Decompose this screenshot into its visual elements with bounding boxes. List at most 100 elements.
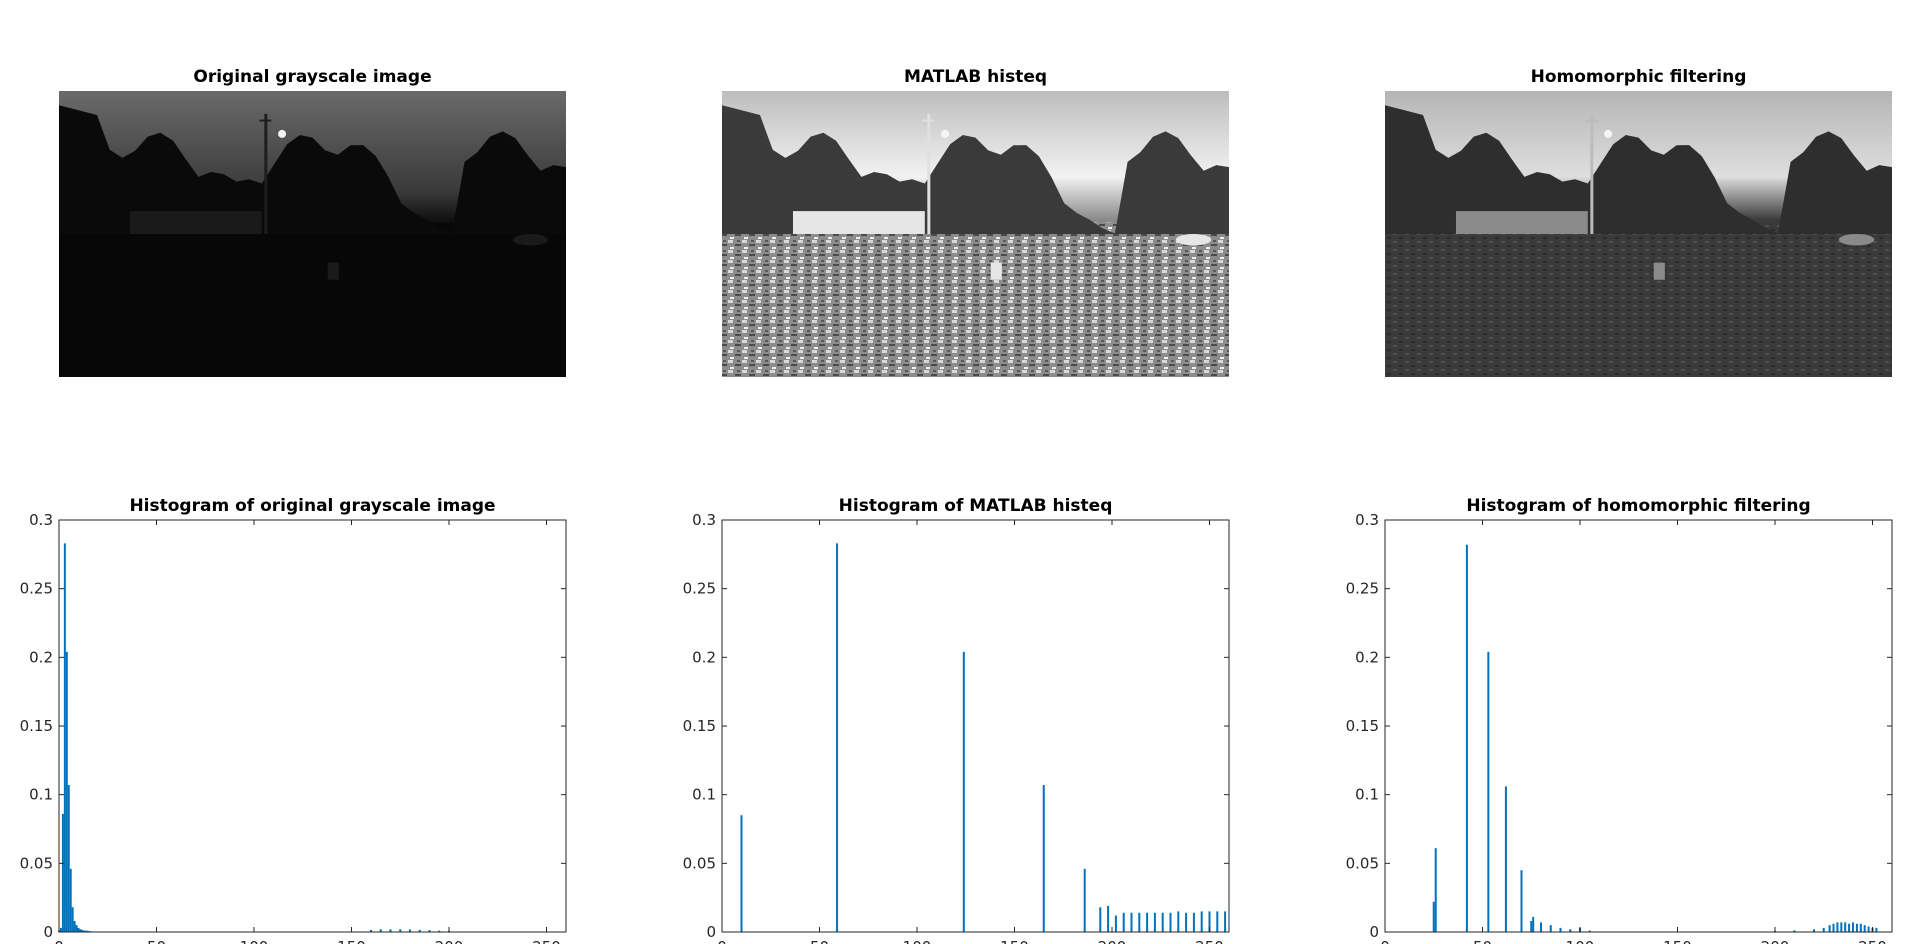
x-tick-label: 0 <box>717 938 727 944</box>
histogram-bar <box>1875 927 1878 932</box>
histogram-bar <box>1813 929 1815 932</box>
histogram-bar <box>1192 912 1195 932</box>
histogram-bar <box>1530 921 1533 932</box>
histogram-bar <box>1840 922 1843 932</box>
histogram-bars <box>1432 544 1878 932</box>
x-tick-label: 200 <box>435 938 464 944</box>
histogram-bar <box>1588 930 1591 932</box>
x-tick-label: 150 <box>337 938 366 944</box>
histogram-bar <box>1146 912 1149 932</box>
x-tick-label: 0 <box>54 938 64 944</box>
y-tick-label: 0.1 <box>692 786 716 804</box>
y-tick-label: 0.15 <box>1346 717 1379 735</box>
x-tick-label: 250 <box>532 938 561 944</box>
grayscale-photo <box>722 91 1229 377</box>
histogram-bar <box>1822 927 1825 932</box>
histogram-bar <box>83 930 86 932</box>
histogram-bar <box>1832 923 1835 932</box>
x-tick-label: 200 <box>1098 938 1127 944</box>
chart-title: Histogram of homomorphic filtering <box>1466 496 1810 516</box>
histogram-bar <box>1434 848 1437 932</box>
histogram-bar <box>1549 925 1552 932</box>
y-tick-label: 0 <box>706 923 716 941</box>
histogram-bar <box>1520 870 1523 932</box>
x-tick-label: 250 <box>1195 938 1224 944</box>
histogram-bar <box>1504 786 1507 932</box>
histogram-bar <box>1852 922 1854 932</box>
histogram-panel-3: Histogram of homomorphic filtering 0 50 100… <box>1346 496 1893 944</box>
grayscale-photo <box>1385 91 1892 377</box>
histogram-bar <box>1138 912 1141 932</box>
image-panels-row: Original grayscale image MATLAB histeq Hom… <box>59 67 1892 377</box>
histogram-bar <box>1569 929 1572 932</box>
histogram-bar <box>836 543 839 932</box>
y-tick-label: 0.3 <box>29 511 53 529</box>
chart-title: Histogram of original grayscale image <box>129 496 495 516</box>
histogram-bar <box>65 651 68 932</box>
y-tick-label: 0.25 <box>683 580 716 598</box>
histogram-bar <box>370 929 372 932</box>
x-tick-label: 0 <box>1380 938 1390 944</box>
histogram-bar <box>962 651 965 932</box>
histogram-bar <box>79 929 82 932</box>
histogram-panel-1: Histogram of original grayscale image 0 50… <box>20 496 567 944</box>
y-tick-label: 0.2 <box>29 648 53 666</box>
y-tick-label: 0.25 <box>1346 580 1379 598</box>
histogram-bar <box>1107 905 1110 932</box>
histogram-bar <box>1540 922 1542 932</box>
histogram-panels-row: Histogram of original grayscale image 0 50… <box>20 496 1893 944</box>
histogram-bar <box>1532 916 1535 932</box>
histogram-bar <box>63 543 66 932</box>
histogram-bar <box>1177 911 1180 932</box>
y-tick-label: 0.2 <box>692 648 716 666</box>
x-tick-label: 200 <box>1761 938 1790 944</box>
image-panel-homomorphic: Homomorphic filtering <box>1385 67 1892 377</box>
histogram-bar <box>61 813 64 932</box>
image-panel-histeq: MATLAB histeq <box>722 67 1229 377</box>
histogram-bar <box>1042 785 1045 932</box>
histogram-bar <box>69 868 72 932</box>
histogram-bar <box>1083 868 1086 932</box>
histogram-bar <box>1487 651 1490 932</box>
histogram-bar <box>85 930 88 932</box>
y-tick-label: 0.25 <box>20 580 53 598</box>
image-panel-title: Homomorphic filtering <box>1531 67 1747 87</box>
y-tick-label: 0.1 <box>29 786 53 804</box>
y-tick-label: 0.2 <box>1355 648 1379 666</box>
histogram-bar <box>1200 911 1203 932</box>
y-tick-label: 0.15 <box>20 717 53 735</box>
histogram-bar <box>1465 544 1468 932</box>
image-panel-title: MATLAB histeq <box>904 67 1047 87</box>
histogram-bar <box>1099 907 1102 932</box>
histogram-bar <box>438 930 441 932</box>
y-tick-label: 0 <box>43 923 53 941</box>
histogram-bar <box>1793 930 1796 932</box>
x-tick-label: 250 <box>1858 938 1887 944</box>
histogram-bars <box>58 543 470 933</box>
histogram-bar <box>1828 925 1831 932</box>
histogram-bar <box>1844 922 1847 932</box>
histogram-bar <box>1122 912 1125 932</box>
x-tick-label: 150 <box>1663 938 1692 944</box>
image-panel-title: Original grayscale image <box>193 67 431 87</box>
histogram-bar <box>81 929 84 932</box>
image-panel-original: Original grayscale image <box>59 67 566 377</box>
x-tick-label: 50 <box>1473 938 1492 944</box>
histogram-bar <box>1432 901 1435 932</box>
histogram-bar <box>1867 926 1870 932</box>
y-tick-label: 0.1 <box>1355 786 1379 804</box>
histogram-bar <box>1216 911 1219 932</box>
histogram-bar <box>1161 912 1164 932</box>
histogram-bar <box>59 927 62 932</box>
histogram-bar <box>75 925 78 932</box>
histogram-bar <box>1185 912 1188 932</box>
histogram-bar <box>409 929 411 932</box>
histogram-bar <box>1153 912 1156 932</box>
histogram-bar <box>1859 923 1862 932</box>
histogram-panel-2: Histogram of MATLAB histeq 0 50 100 150 200 25… <box>683 496 1230 944</box>
x-tick-label: 100 <box>1566 938 1595 944</box>
histogram-bars <box>740 543 1227 932</box>
histogram-bar <box>1863 925 1866 932</box>
x-tick-label: 50 <box>147 938 166 944</box>
